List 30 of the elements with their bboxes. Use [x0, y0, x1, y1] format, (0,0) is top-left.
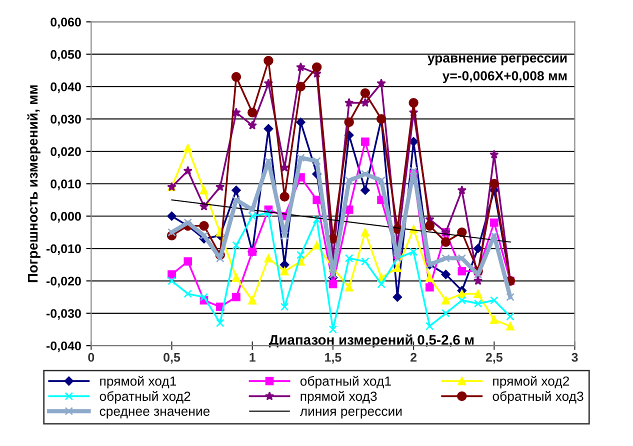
y-tick-label: -0,020: [46, 276, 81, 288]
y-tick-label: 0,000: [50, 212, 81, 223]
y-tick-label: 0,030: [50, 114, 81, 126]
x-axis-title: Диапазон измерений 0,5-2,6 м: [268, 334, 474, 348]
y-tick-label: 0,050: [50, 50, 81, 61]
annotation: уравнение регрессии: [428, 55, 567, 66]
legend-label: среднее значение: [100, 408, 210, 419]
x-tick-label: 0: [88, 352, 94, 362]
legend-label: прямой ход2: [493, 376, 570, 388]
x-tick-label: 0,5: [164, 352, 180, 364]
y-tick-label: 0,060: [50, 18, 81, 28]
y-tick-label: 0,010: [50, 180, 81, 190]
legend-label: обратный ход1: [300, 376, 391, 388]
y-tick-label: 0,040: [50, 82, 81, 94]
legend-label: линия регрессии: [300, 408, 402, 419]
y-tick-label: 0,020: [50, 147, 81, 158]
x-tick-label: 1,5: [325, 353, 342, 364]
x-tick-label: 2,5: [486, 352, 503, 364]
legend-label: прямой ход1: [100, 376, 176, 388]
y-axis-title: Погрешность измерений, мм: [27, 85, 40, 282]
y-tick-label: -0,040: [46, 341, 81, 352]
legend-label: обратный ход3: [492, 391, 584, 404]
legend-label: прямой ход3: [300, 391, 377, 404]
legend-label: обратный ход2: [100, 391, 190, 404]
x-tick-label: 2: [410, 352, 417, 362]
y-tick-label: -0,030: [46, 309, 81, 320]
x-tick-label: 3: [572, 352, 578, 362]
x-tick-label: 1: [250, 353, 256, 362]
y-tick-label: -0,010: [46, 244, 81, 255]
annotation: y=-0,006X+0,008 мм: [442, 71, 567, 84]
